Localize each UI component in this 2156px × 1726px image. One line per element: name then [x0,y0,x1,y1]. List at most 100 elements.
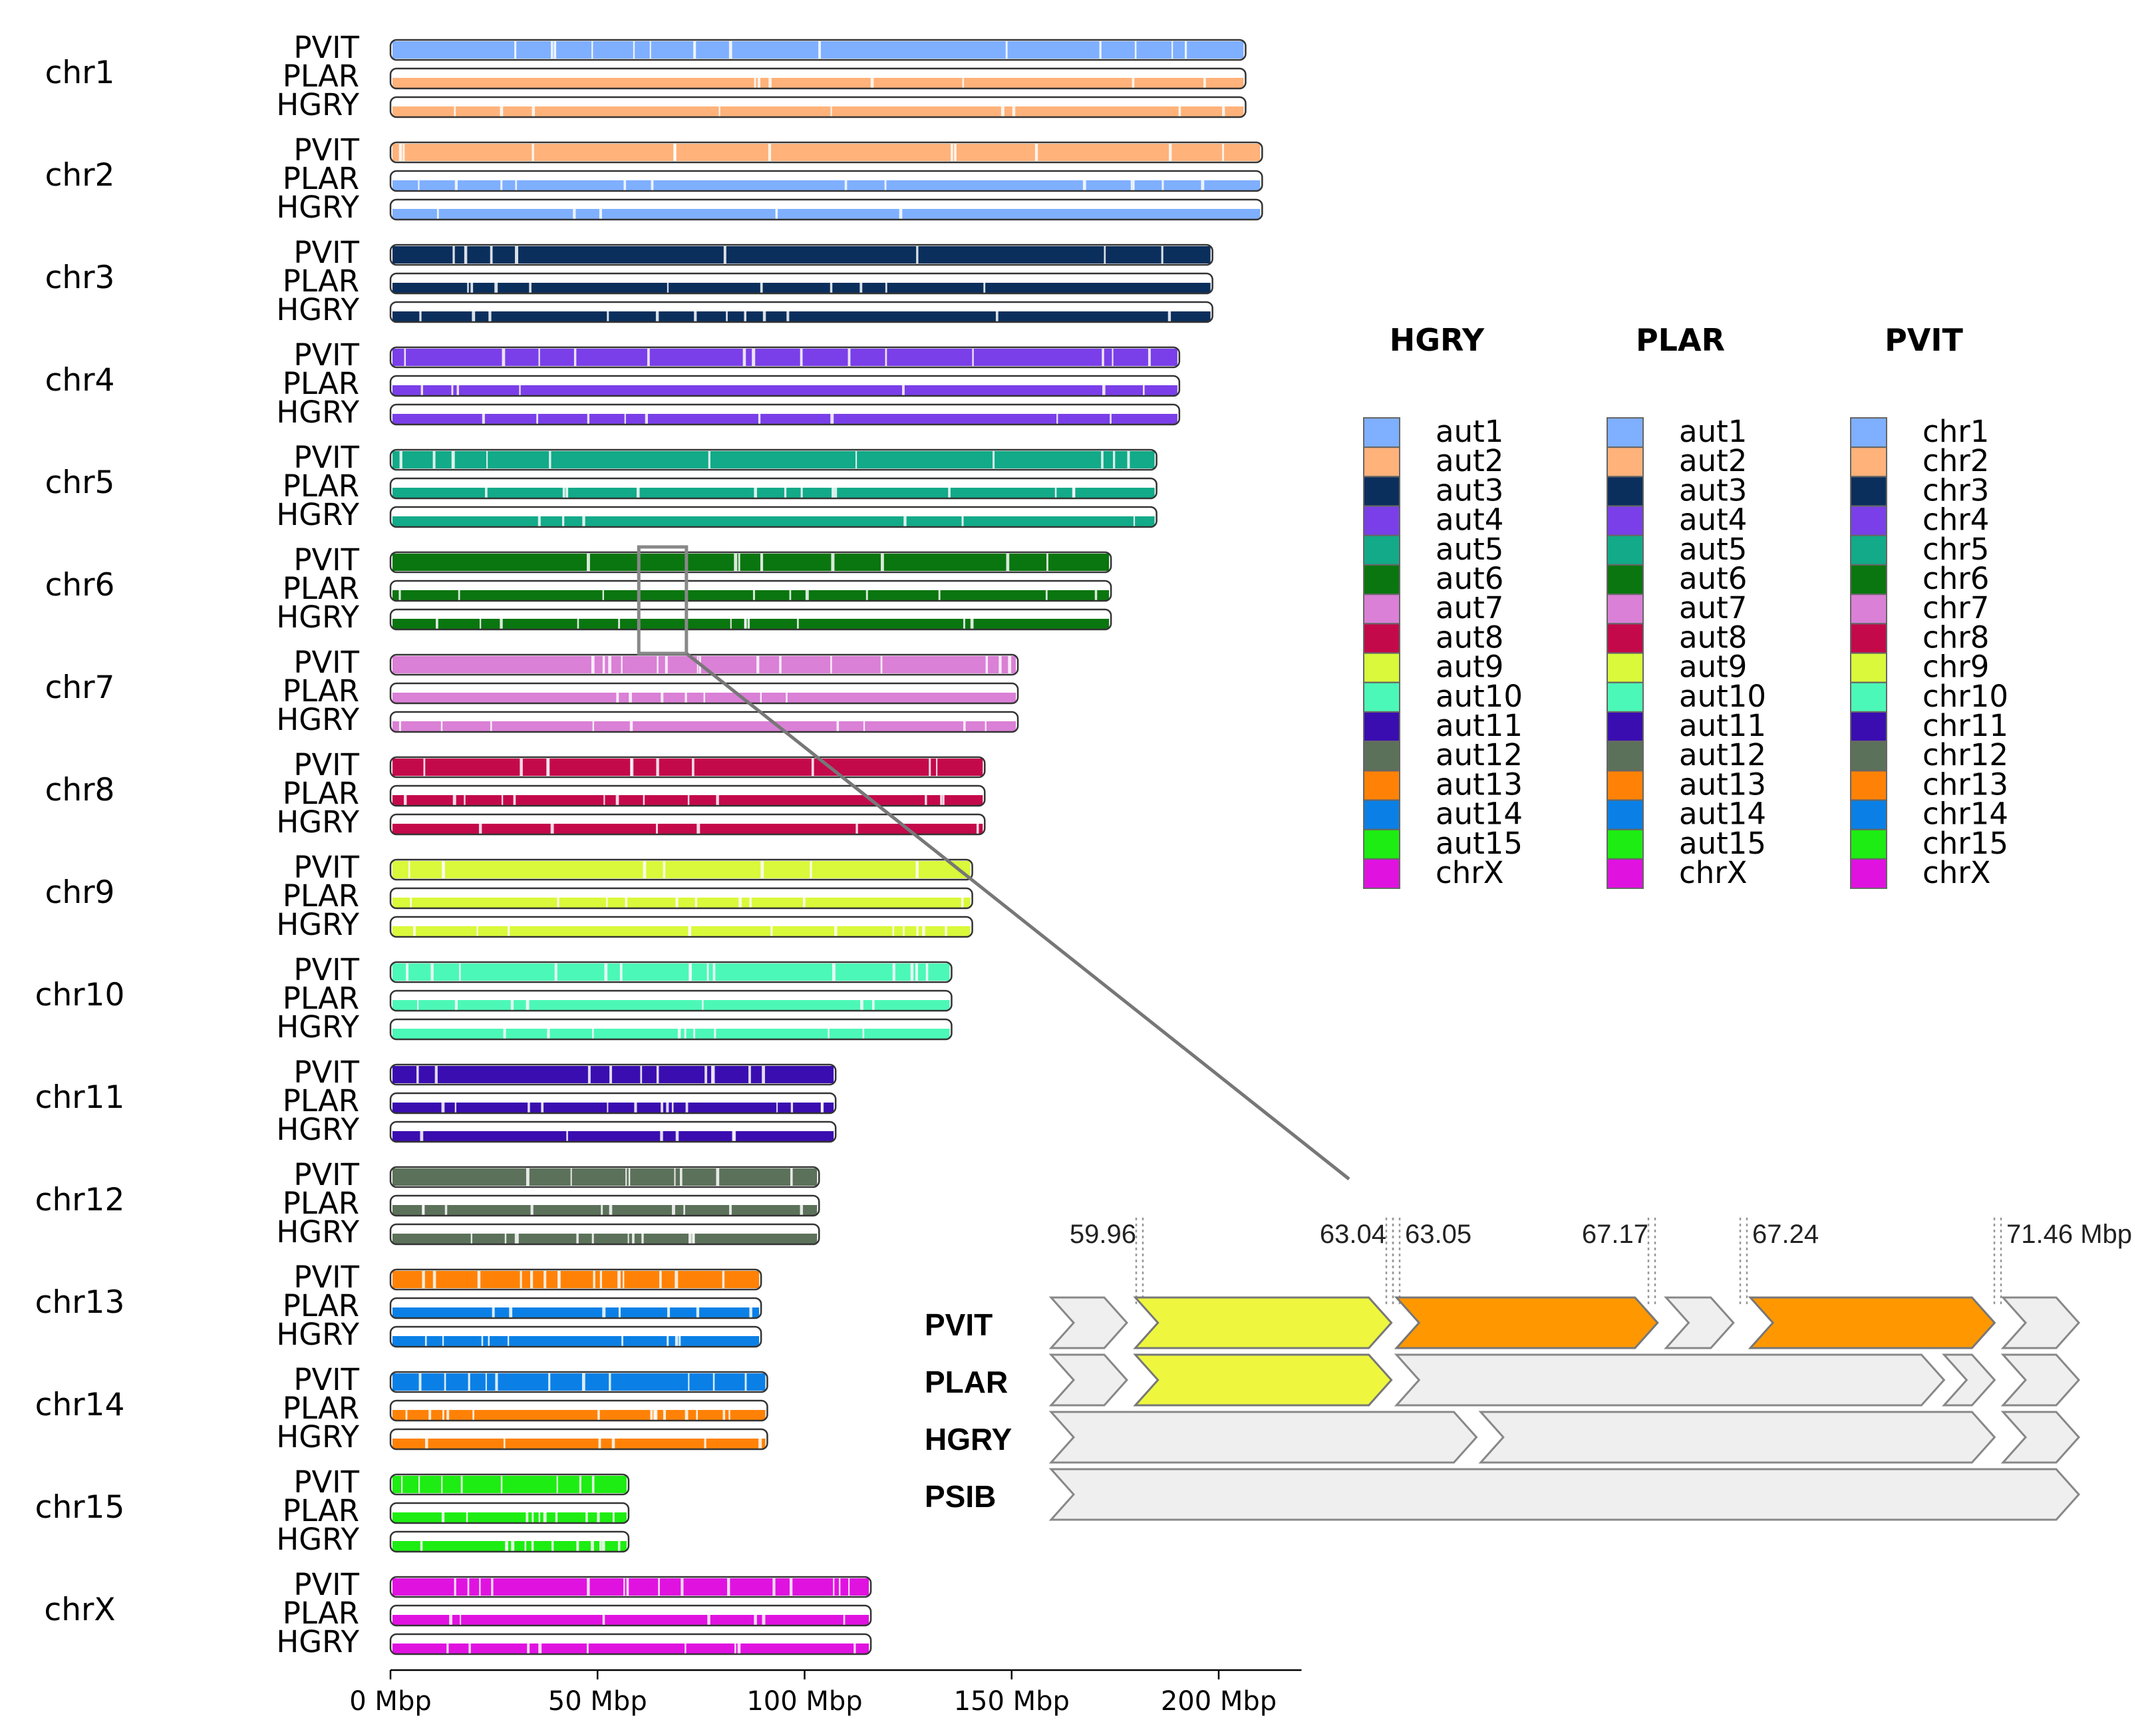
legend-label: chr13 [1923,767,2008,802]
track-gap [451,451,455,468]
track-gap [656,759,659,776]
track-gap [790,1168,793,1186]
chromosome-track [389,141,1263,164]
track-gap [1101,451,1104,468]
track-gap [830,656,832,673]
track-gap [446,1410,450,1420]
track-gap [485,1373,487,1391]
legend-swatch [1363,681,1400,713]
track-gap [587,1578,590,1596]
track-gap [440,721,443,731]
track-gap [500,1476,503,1493]
track-gap [587,1066,591,1083]
track-gap [467,283,469,293]
track-label-PLAR: PLAR [283,776,359,811]
track-gap [424,1439,428,1449]
track-gap [749,1307,752,1317]
track-outline [389,682,1019,705]
track-gap [530,1205,534,1215]
track-gap [624,414,626,424]
track-gap [892,926,895,936]
legend-label: aut15 [1679,826,1766,861]
track-gap [830,283,833,293]
track-gap [404,795,407,805]
track-gap [423,759,426,776]
track-gap [436,209,439,219]
track-outline [389,784,986,807]
track-gap [1112,349,1114,366]
track-label-PVIT: PVIT [293,645,359,680]
chromosome-track [389,244,1213,266]
track-gap [862,1029,865,1039]
chromosome-track [389,1166,820,1188]
chromosome-track [389,1371,768,1393]
track-outline [389,506,1157,528]
track-gap [591,656,595,673]
chromosome-track [389,1194,820,1217]
track-gap [452,246,455,263]
track-gap [441,1512,445,1522]
track-label-HGRY: HGRY [276,702,359,737]
chromosome-track [389,506,1157,528]
track-band [392,246,1211,263]
track-gap [929,759,931,776]
track-gap [744,619,746,629]
chromosome-label: chr11 [35,1079,125,1116]
track-gap [398,590,401,600]
legend-swatch [1363,711,1400,742]
track-gap [481,1336,484,1346]
track-label-PVIT: PVIT [293,747,359,782]
legend-column-HGRY: HGRY aut1aut2aut3aut4aut5aut6aut7aut8aut9… [1363,322,1523,890]
legend-label: aut5 [1436,532,1503,567]
track-gap [527,1643,530,1653]
track-gap [667,283,669,293]
track-gap [925,963,929,981]
track-label-HGRY: HGRY [276,292,359,327]
chromosome-label: chr14 [35,1387,125,1423]
legend-swatch [1607,505,1644,536]
track-gap [625,898,628,908]
legend-swatch [1607,681,1644,713]
track-outline [389,198,1263,221]
track-band [392,311,1211,321]
track-gap [1148,349,1151,366]
track-gap [488,1336,490,1346]
legend-label: chr4 [1923,502,1989,538]
legend-label: chrX [1923,855,1991,890]
chromosome-track [389,1092,837,1115]
track-gap [422,1205,424,1215]
track-outline [389,39,1247,61]
track-outline [389,477,1157,500]
track-gap [685,1643,687,1653]
legend-swatch [1607,417,1644,448]
legend-label: aut11 [1436,708,1523,743]
track-band [392,861,971,878]
legend-swatch [1363,652,1400,683]
boundary-label: 63.05 [1405,1220,1471,1249]
track-gap [491,1578,494,1596]
track-label-PLAR: PLAR [283,59,359,94]
track-label-PVIT: PVIT [293,1055,359,1090]
track-gap [961,516,964,526]
track-gap [617,1271,621,1288]
track-gap [593,1271,595,1288]
track-gap [609,1066,613,1083]
track-gap [834,926,838,936]
track-gap [915,861,919,878]
zoom-row-PVIT: PVIT [925,1296,2081,1349]
chromosome-track [389,756,986,778]
synteny-block-arrow [2000,1353,2081,1407]
track-gap [482,414,485,424]
track-gap [1046,554,1048,571]
track-gap [607,1103,609,1113]
synteny-block-arrow [1748,1296,1996,1349]
track-gap [985,721,987,731]
track-gap [802,898,806,908]
track-gap [458,590,460,600]
track-gap [626,1578,629,1596]
track-gap [671,1103,674,1113]
track-gap [468,1373,470,1391]
